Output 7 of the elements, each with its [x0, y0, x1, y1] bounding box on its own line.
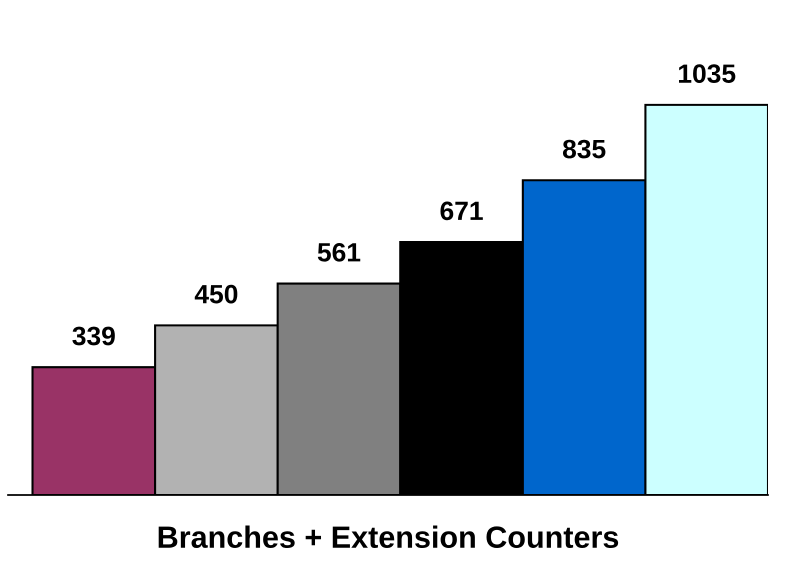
- data-label: 835: [562, 140, 606, 158]
- data-label: 339: [72, 326, 115, 346]
- data-label: 561: [318, 242, 360, 262]
- data-label: 1035: [679, 64, 736, 84]
- data-label: 671: [440, 202, 483, 220]
- data-label: 450: [194, 284, 238, 304]
- x-axis-title: Branches + Extension Counters: [158, 526, 618, 548]
